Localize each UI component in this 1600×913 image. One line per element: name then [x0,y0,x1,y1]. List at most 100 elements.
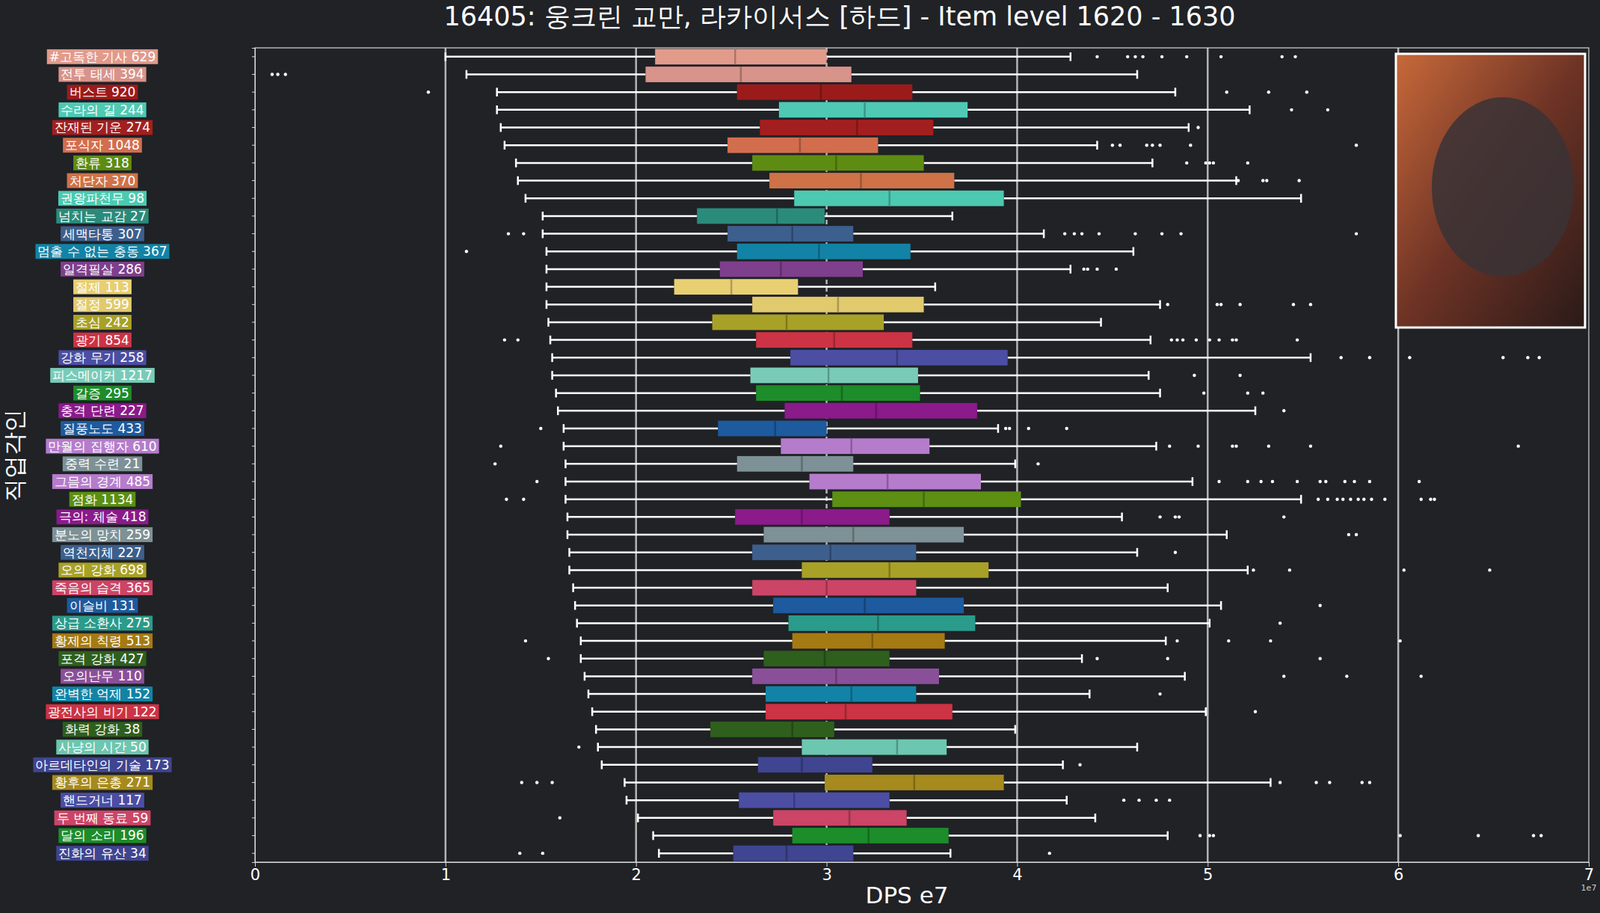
whisker [637,817,774,820]
label-background [58,402,146,418]
box-group [584,668,1423,685]
y-tick [251,127,255,128]
whisker-cap [1174,87,1177,97]
label-background [58,349,146,365]
box-group [270,66,1138,83]
whisker-cap [1167,583,1170,593]
label-background [73,296,132,312]
label-background [32,757,172,773]
whisker [939,675,1186,678]
box [788,615,976,632]
whisker-cap [515,158,518,168]
outlier [1354,143,1358,147]
outlier [1173,551,1177,555]
outlier [1208,161,1212,165]
category-label: 오의 강화 698 [60,562,144,578]
box-group [601,756,1082,773]
outlier [1185,55,1189,59]
category-label: 권왕파천무 98 [60,190,145,206]
whisker [548,321,712,324]
y-tick [251,463,255,465]
whisker [497,91,738,94]
whisker [977,409,1256,412]
whisker-cap [657,848,661,858]
box-group [546,296,1313,313]
box [792,633,946,649]
whisker-cap [551,370,554,380]
x-tick: 3 [821,862,832,884]
box [769,172,955,189]
label-background [56,509,149,525]
whisker-cap [545,246,549,256]
whisker [556,391,757,395]
category-label: 오의난무 110 [62,668,143,684]
y-tick [251,551,255,553]
box [792,827,949,844]
y-tick-mark [251,622,255,624]
outlier [1253,710,1257,714]
outlier [1158,143,1162,147]
category-label: 수라의 길 244 [60,102,144,118]
category-label: 포식자 1048 [65,137,140,153]
outlier [275,72,279,76]
box [790,349,1008,366]
whisker [918,374,1149,377]
outlier [1208,833,1212,837]
y-tick-mark [251,657,255,659]
box-group [548,314,1101,331]
x-axis: 01234567 [250,862,1595,884]
outlier [1219,302,1223,306]
outlier [1268,639,1272,643]
whisker [500,126,761,129]
box [752,296,924,313]
median [829,544,832,560]
outlier [1133,55,1137,59]
outlier [550,780,554,784]
whisker [598,746,803,749]
median [827,367,830,384]
box [824,774,1005,791]
outlier [1476,833,1480,837]
label-background [52,775,153,791]
box [765,703,953,720]
median [799,137,802,154]
whisker-cap [549,335,552,345]
whisker-cap [557,405,560,415]
outlier [1417,480,1421,483]
box [832,491,1021,507]
y-tick-mark [251,604,255,606]
median [791,225,794,242]
box-group [558,809,1096,826]
label-background [62,722,143,738]
box [758,756,873,773]
whisker [577,622,789,625]
y-tick [251,392,255,394]
y-tick-mark [251,180,255,181]
y-tick [251,800,255,801]
outlier [1327,780,1331,784]
outlier [535,480,539,483]
label-background [62,456,143,472]
y-tick [251,268,255,270]
outlier [1419,497,1423,501]
whisker [515,162,753,165]
outlier [1154,798,1158,802]
x-axis-title: DPS e7 [865,881,949,909]
y-tick [251,746,255,748]
y-tick [251,569,255,571]
median [896,349,899,366]
outlier [1352,480,1356,483]
whisker-cap [1136,742,1139,752]
outlier [284,72,288,76]
box-group [577,615,1283,632]
median [852,527,855,543]
outlier [1215,302,1219,306]
outlier [1309,444,1313,448]
outlier [1339,355,1343,359]
outlier [1501,355,1505,359]
y-tick-mark [251,321,255,323]
y-tick-mark [251,516,255,518]
y-tick [251,481,255,483]
box-group [552,349,1541,366]
label-background [52,527,153,543]
